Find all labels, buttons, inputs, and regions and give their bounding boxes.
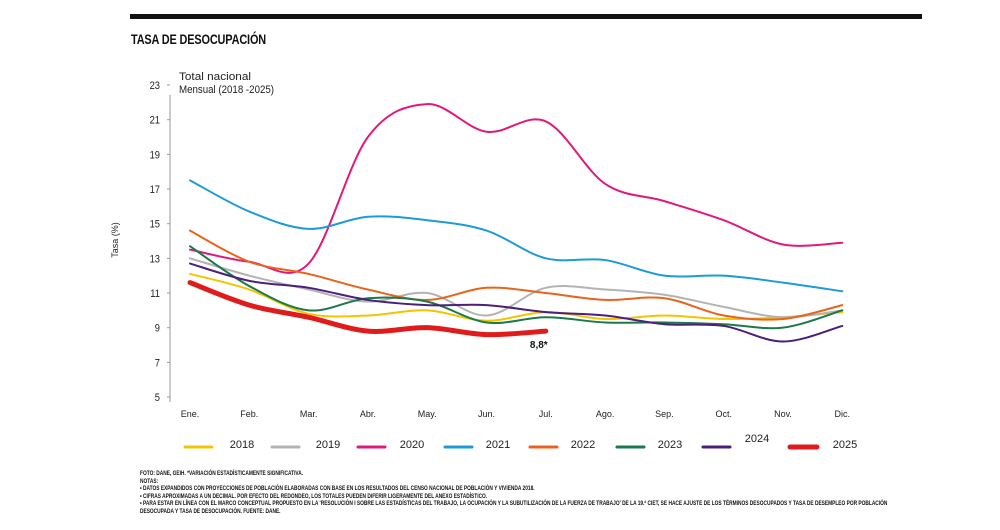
y-axis-label: Tasa (%) (110, 222, 120, 258)
x-tick-label: Mar. (300, 409, 318, 419)
chart-title: TASA DE DESOCUPACIÓN (131, 31, 267, 47)
x-tick-label: May. (418, 409, 437, 419)
x-tick-label: Feb. (240, 409, 258, 419)
y-tick-label: 19 (150, 150, 161, 162)
y-tick-label: 11 (150, 288, 160, 300)
x-tick-label: Abr. (360, 409, 376, 419)
legend-label-2020: 2020 (400, 439, 424, 451)
y-tick-label: 23 (150, 80, 161, 92)
series-line-2019 (189, 257, 844, 319)
y-tick-label: 21 (150, 115, 161, 127)
x-tick-label: Jun. (478, 409, 495, 419)
footnote-line: • DATOS EXPANDIDOS CON PROYECCIONES DE P… (140, 485, 535, 493)
y-tick-label: 15 (150, 219, 161, 231)
footnotes: FOTO: DANE, GEIH. *VARIACIÓN ESTADÍSTICA… (140, 470, 887, 516)
series-line-2023 (189, 245, 844, 330)
legend-label-2019: 2019 (316, 439, 340, 451)
footnote-line: • PARA ESTAR EN LÍNEA CON EL MARCO CONCE… (140, 500, 888, 508)
y-tick-label: 9 (155, 323, 160, 335)
series-line-2018 (189, 272, 844, 322)
y-tick-label: 17 (150, 184, 161, 196)
series-line-2020 (189, 103, 844, 274)
footnote-line: NOTAS: (140, 477, 159, 485)
x-tick-label: Oct. (715, 409, 732, 419)
top-rule (130, 14, 922, 19)
y-tick-label: 5 (155, 392, 160, 404)
x-tick-label: Nov. (774, 409, 792, 419)
legend-label-2023: 2023 (658, 439, 682, 451)
y-tick-label: 7 (155, 358, 160, 370)
x-tick-label: Ene. (181, 409, 200, 419)
footnote-line: DESOCUPADA Y TASA DE DESOCUPACIÓN. FUENT… (140, 507, 281, 515)
y-tick-label: 13 (150, 254, 161, 266)
x-tick-label: Sep. (655, 409, 674, 419)
chart-subtitle: Total nacional (179, 71, 251, 83)
legend-label-2021: 2021 (486, 439, 510, 451)
data-label: 8,8* (530, 340, 548, 351)
series-line-2022 (189, 229, 844, 321)
legend-label-2018: 2018 (230, 439, 254, 451)
series-line-2021 (189, 179, 844, 293)
x-tick-label: Ago. (596, 409, 615, 419)
series-line-2024 (189, 262, 844, 343)
x-tick-label: Jul. (539, 409, 553, 419)
legend-label-2022: 2022 (571, 439, 595, 451)
legend-label-2025: 2025 (833, 439, 857, 451)
chart-subtitle: Mensual (2018 -2025) (179, 84, 274, 96)
legend-label-2024: 2024 (745, 433, 769, 445)
footnote-line: • CIFRAS APROXIMADAS A UN DECIMAL. POR E… (140, 492, 488, 500)
footnote-line: FOTO: DANE, GEIH. *VARIACIÓN ESTADÍSTICA… (140, 470, 304, 477)
x-tick-label: Dic. (835, 409, 851, 419)
